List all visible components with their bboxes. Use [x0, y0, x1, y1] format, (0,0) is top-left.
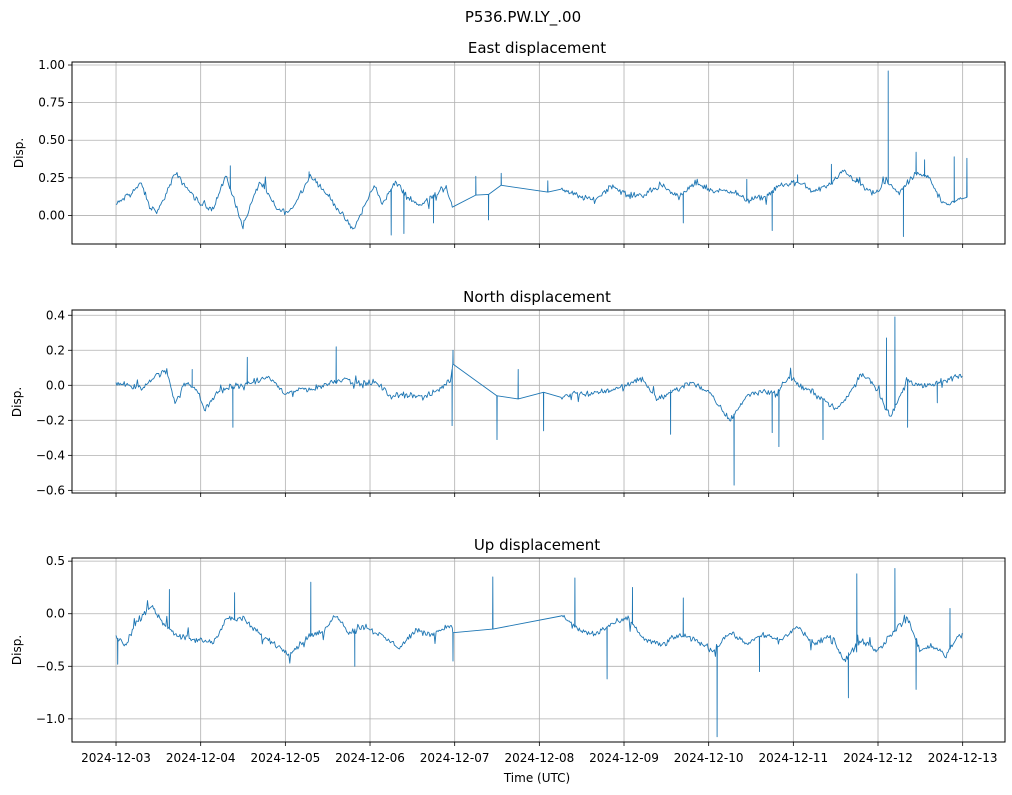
up-panel-title: Up displacement	[474, 536, 600, 554]
east-y-tick-label: 0.25	[38, 171, 65, 185]
north-y-tick-label: −0.2	[36, 413, 65, 427]
x-tick-label: 2024-12-03	[81, 751, 151, 765]
x-axis-label: Time (UTC)	[503, 771, 570, 785]
x-tick-label: 2024-12-10	[674, 751, 744, 765]
x-tick-label: 2024-12-07	[420, 751, 490, 765]
north-y-tick-label: 0.2	[46, 343, 65, 357]
x-tick-label: 2024-12-04	[166, 751, 236, 765]
north-y-tick-label: 0.4	[46, 308, 65, 322]
up-y-tick-label: −0.5	[36, 659, 65, 673]
north-displacement-series-line	[115, 316, 963, 486]
x-tick-label: 2024-12-13	[928, 751, 998, 765]
north-y-tick-label: −0.6	[36, 483, 65, 497]
north-y-tick-label: 0.0	[46, 378, 65, 392]
east-displacement-series-line	[115, 70, 968, 237]
north-y-axis-label: Disp.	[10, 387, 24, 417]
x-tick-label: 2024-12-08	[504, 751, 574, 765]
north-panel-title: North displacement	[463, 288, 611, 306]
north-y-tick-label: −0.4	[36, 448, 65, 462]
up-y-axis-label: Disp.	[10, 635, 24, 665]
east-y-tick-label: 0.50	[38, 133, 65, 147]
x-tick-label: 2024-12-06	[335, 751, 405, 765]
figure-suptitle: P536.PW.LY_.00	[465, 8, 581, 27]
east-y-axis-label: Disp.	[12, 138, 26, 168]
north-axes-frame	[71, 309, 1006, 494]
up-y-tick-label: −1.0	[36, 712, 65, 726]
up-y-tick-label: 0.5	[46, 554, 65, 568]
up-displacement-series-line	[115, 568, 963, 738]
north-displacement-panel: North displacement Disp. −0.6 −0.4 −0.2 0.0…	[10, 288, 1006, 497]
up-displacement-panel: Up displacement Disp. −1.0 −0.5 0.0 0.5 2024…	[10, 536, 1006, 765]
east-y-tick-label: 1.00	[38, 58, 65, 72]
east-y-tick-label: 0.00	[38, 208, 65, 222]
up-y-tick-label: 0.0	[46, 607, 65, 621]
x-tick-label: 2024-12-05	[250, 751, 320, 765]
east-panel-title: East displacement	[468, 39, 606, 57]
up-axes-frame	[71, 557, 1006, 743]
east-axes-frame	[71, 61, 1006, 245]
east-y-tick-label: 0.75	[38, 96, 65, 110]
x-tick-label: 2024-12-12	[843, 751, 913, 765]
x-tick-label: 2024-12-09	[589, 751, 659, 765]
east-displacement-panel: East displacement Disp. 0.00 0.25 0.50 0.75…	[12, 39, 1006, 248]
x-tick-label: 2024-12-11	[758, 751, 828, 765]
